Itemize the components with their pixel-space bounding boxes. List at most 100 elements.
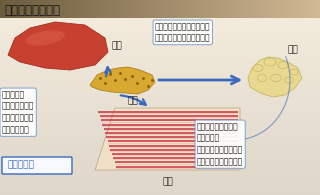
Bar <box>316 0 317 18</box>
Bar <box>0 2 320 3</box>
Bar <box>0 128 320 129</box>
Bar <box>0 138 320 139</box>
Bar <box>0 168 320 169</box>
Bar <box>0 65 320 66</box>
Bar <box>248 0 249 18</box>
Bar <box>142 0 143 18</box>
Bar <box>273 0 274 18</box>
Bar <box>21 0 22 18</box>
Bar <box>0 113 320 114</box>
Bar <box>72 0 73 18</box>
Bar <box>126 0 127 18</box>
Bar <box>163 0 164 18</box>
Bar <box>0 150 320 151</box>
Bar <box>0 179 320 180</box>
Bar <box>0 194 320 195</box>
Bar <box>135 0 136 18</box>
Bar <box>231 0 232 18</box>
Bar <box>98 0 99 18</box>
Bar <box>0 20 320 21</box>
Bar <box>0 91 320 92</box>
Bar <box>129 0 130 18</box>
Bar <box>141 0 142 18</box>
Bar <box>0 47 320 48</box>
Bar <box>30 0 31 18</box>
Bar <box>0 96 320 97</box>
Bar <box>0 175 320 176</box>
Bar <box>48 0 49 18</box>
Bar <box>0 67 320 68</box>
Polygon shape <box>248 57 302 97</box>
Bar <box>0 171 320 172</box>
Text: インスリン: インスリン <box>8 160 35 169</box>
Bar <box>0 139 320 140</box>
Bar <box>68 0 69 18</box>
Bar <box>0 124 320 125</box>
Bar <box>193 0 194 18</box>
Bar <box>0 63 320 64</box>
Bar <box>210 0 211 18</box>
Bar <box>0 99 320 100</box>
Bar <box>40 0 41 18</box>
Bar <box>243 0 244 18</box>
Bar <box>46 0 47 18</box>
Bar <box>244 0 245 18</box>
Bar <box>188 0 189 18</box>
Bar <box>4 0 5 18</box>
Bar <box>199 0 200 18</box>
Text: 筋肉: 筋肉 <box>163 177 173 186</box>
Bar <box>47 0 48 18</box>
Bar <box>314 0 315 18</box>
Bar <box>81 0 82 18</box>
Bar <box>170 0 171 18</box>
Bar <box>45 0 46 18</box>
Bar <box>304 0 305 18</box>
Bar <box>250 0 251 18</box>
Bar <box>0 0 320 1</box>
Bar <box>0 34 320 35</box>
Bar <box>0 86 320 87</box>
Bar <box>0 151 320 152</box>
Bar <box>0 7 320 8</box>
Polygon shape <box>8 22 108 70</box>
Bar <box>0 144 320 145</box>
Bar <box>272 0 273 18</box>
Bar <box>288 0 289 18</box>
Bar <box>34 0 35 18</box>
Bar <box>164 0 165 18</box>
Bar <box>256 0 257 18</box>
Bar <box>104 0 105 18</box>
Bar <box>267 0 268 18</box>
Bar <box>0 27 320 28</box>
Bar <box>85 0 86 18</box>
Bar <box>0 95 320 96</box>
Bar <box>204 0 205 18</box>
Bar <box>0 140 320 141</box>
Bar <box>123 0 124 18</box>
Bar <box>110 0 111 18</box>
Bar <box>0 133 320 134</box>
Bar <box>0 61 320 62</box>
Bar <box>0 14 320 15</box>
Bar <box>293 0 294 18</box>
Bar <box>223 0 224 18</box>
Bar <box>0 188 320 189</box>
Ellipse shape <box>278 61 288 68</box>
Bar <box>0 90 320 91</box>
Ellipse shape <box>290 69 298 75</box>
Bar <box>194 0 195 18</box>
Bar <box>128 0 129 18</box>
Bar <box>52 0 53 18</box>
Bar <box>0 129 320 130</box>
Bar <box>308 0 309 18</box>
Bar <box>0 152 320 153</box>
Text: 糖を取り込ませる、脂肪の
合成を促し、分解を抑える: 糖を取り込ませる、脂肪の 合成を促し、分解を抑える <box>155 22 211 43</box>
Bar <box>0 111 320 112</box>
Bar <box>295 0 296 18</box>
Bar <box>127 0 128 18</box>
Bar <box>137 0 138 18</box>
Bar <box>136 0 137 18</box>
Bar <box>297 0 298 18</box>
Bar <box>269 0 270 18</box>
Bar <box>0 163 320 164</box>
